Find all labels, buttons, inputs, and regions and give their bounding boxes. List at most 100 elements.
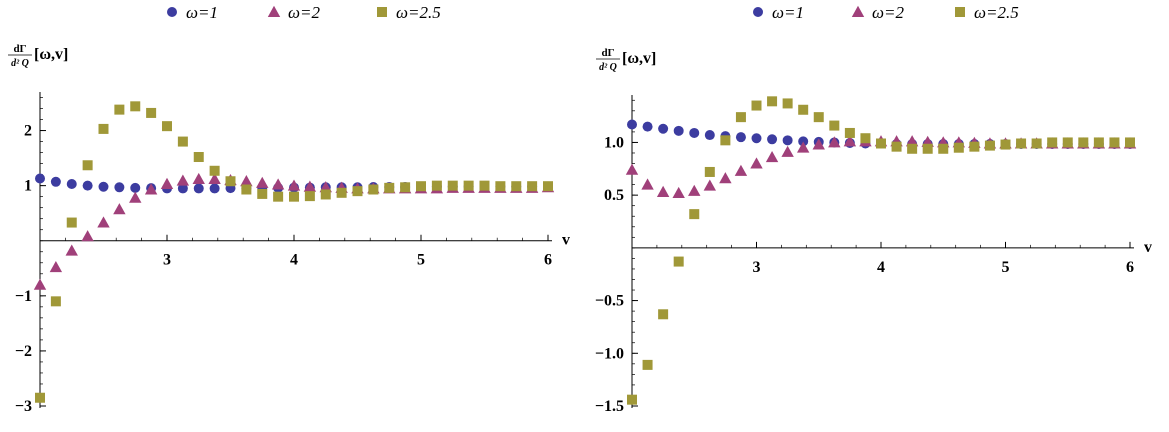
legend-marker xyxy=(851,5,865,17)
data-point xyxy=(765,151,779,163)
data-point xyxy=(658,123,669,134)
data-point xyxy=(673,125,684,136)
data-point xyxy=(953,142,964,153)
legend-marker xyxy=(377,7,387,17)
data-point xyxy=(672,186,685,199)
data-point xyxy=(843,135,857,147)
y-tick-label: −1.0 xyxy=(595,345,624,362)
x-axis-label: v xyxy=(1144,239,1152,256)
data-point xyxy=(829,120,840,131)
x-tick-label: 5 xyxy=(417,252,425,269)
data-point xyxy=(479,180,490,191)
data-point xyxy=(969,141,980,152)
data-point xyxy=(625,163,639,175)
data-point xyxy=(208,172,221,184)
legend-label: ω=1 xyxy=(186,3,218,22)
data-point xyxy=(177,183,188,194)
data-point xyxy=(704,166,715,177)
y-tick-label: 1.0 xyxy=(604,134,624,151)
data-point xyxy=(114,182,125,193)
data-point xyxy=(642,121,653,132)
data-point xyxy=(146,107,157,118)
y-tick-label: −1.5 xyxy=(595,398,624,415)
series-3 xyxy=(627,96,1135,405)
data-point xyxy=(704,130,715,141)
data-point xyxy=(984,140,995,151)
data-point xyxy=(193,183,204,194)
data-point xyxy=(735,132,746,143)
data-point xyxy=(673,256,684,267)
data-point xyxy=(256,176,269,188)
data-point xyxy=(1000,139,1011,150)
data-point xyxy=(114,104,125,115)
data-point xyxy=(1078,137,1089,148)
data-point xyxy=(812,138,825,150)
data-point xyxy=(767,134,778,145)
data-point xyxy=(176,174,190,186)
data-point xyxy=(447,180,458,191)
data-point xyxy=(782,98,793,109)
data-point xyxy=(1109,137,1120,148)
series-3 xyxy=(35,101,553,403)
data-point xyxy=(352,186,363,197)
data-point xyxy=(1047,137,1058,148)
y-label-denominator: d² Q xyxy=(599,62,617,73)
data-point xyxy=(798,136,809,147)
data-point xyxy=(368,184,379,195)
data-point xyxy=(891,141,902,152)
data-point xyxy=(907,143,918,154)
data-point xyxy=(97,216,110,228)
y-tick-label: −2 xyxy=(15,343,32,360)
data-point xyxy=(416,181,426,192)
data-point xyxy=(511,181,522,192)
data-point xyxy=(35,392,45,403)
data-point xyxy=(1093,137,1104,148)
data-point xyxy=(162,121,172,132)
y-label-args: [ω,v] xyxy=(622,50,656,67)
y-axis-label: dΓ d² Q [ω,v] xyxy=(8,43,68,69)
y-tick-label: 1 xyxy=(24,178,32,195)
data-point xyxy=(400,182,411,193)
data-point xyxy=(287,179,301,191)
data-point xyxy=(1062,137,1073,148)
data-point xyxy=(860,133,871,144)
data-point xyxy=(813,112,824,123)
legend-label: ω=2 xyxy=(872,3,904,22)
data-point xyxy=(209,183,220,194)
data-point xyxy=(495,181,506,192)
data-point xyxy=(844,127,855,138)
y-label-denominator: d² Q xyxy=(11,58,29,69)
data-point xyxy=(192,172,205,184)
x-axis-label: v xyxy=(562,232,570,249)
legend: ω=1 ω=2 ω=2.5 xyxy=(753,3,1019,22)
x-tick-label: 4 xyxy=(877,259,885,276)
data-point xyxy=(1125,137,1135,148)
data-point xyxy=(642,359,653,370)
data-point xyxy=(81,230,94,242)
legend-marker xyxy=(167,7,177,17)
data-point xyxy=(781,145,794,157)
data-point xyxy=(798,104,809,115)
data-point xyxy=(66,178,77,189)
data-point xyxy=(751,133,762,144)
data-point xyxy=(130,182,141,193)
legend-label: ω=2.5 xyxy=(974,3,1019,22)
data-point xyxy=(113,203,126,215)
data-point xyxy=(719,172,732,184)
data-point xyxy=(938,143,949,154)
data-point xyxy=(384,182,395,193)
data-point xyxy=(656,185,670,197)
data-point xyxy=(905,135,919,147)
series-2 xyxy=(33,172,555,290)
y-tick-label: −0.5 xyxy=(595,293,624,310)
y-tick-label: 0.5 xyxy=(604,187,624,204)
x-tick-label: 4 xyxy=(290,252,298,269)
data-point xyxy=(320,189,331,200)
x-tick-label: 5 xyxy=(1002,259,1010,276)
data-point xyxy=(689,127,700,138)
data-point xyxy=(130,101,141,112)
data-point xyxy=(796,141,810,153)
x-tick-label: 6 xyxy=(1126,259,1134,276)
data-point xyxy=(543,181,553,192)
